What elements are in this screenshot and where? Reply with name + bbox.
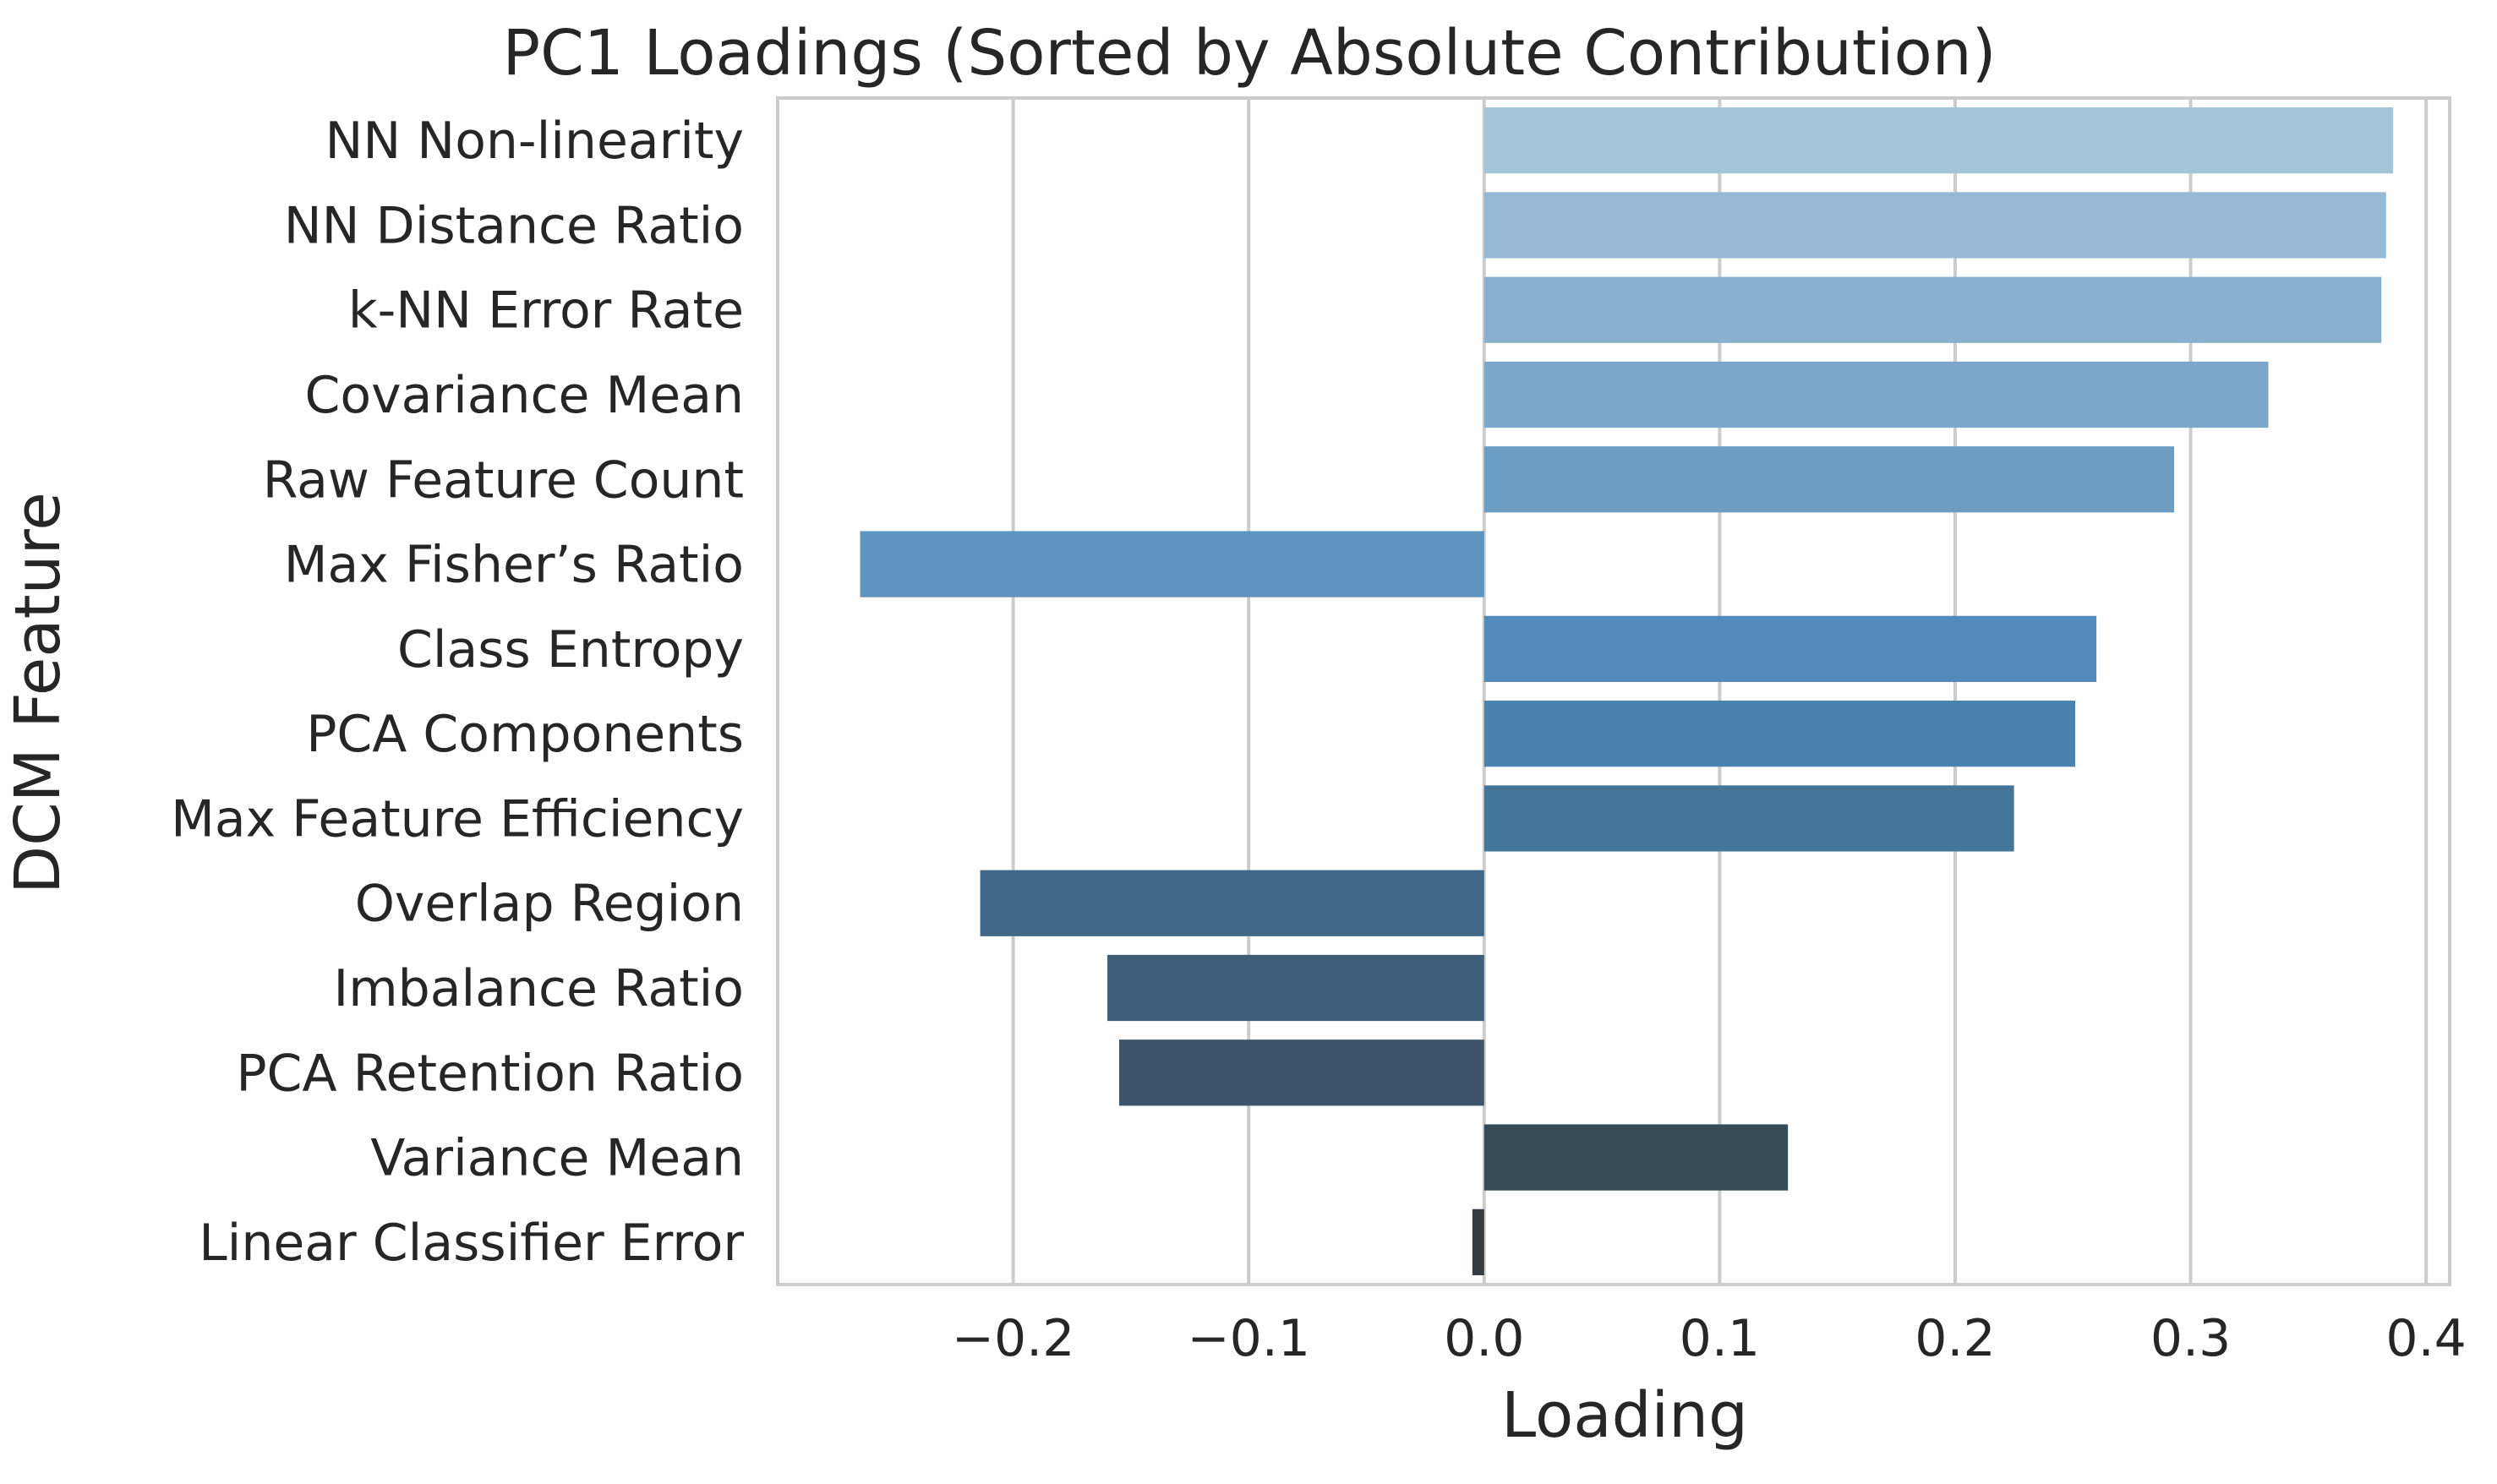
y-tick-label: Overlap Region <box>355 875 744 934</box>
bar <box>1483 701 2076 767</box>
y-tick-label: Class Entropy <box>397 620 744 679</box>
bar <box>860 531 1484 597</box>
x-axis-label: Loading <box>1501 1379 1748 1452</box>
y-axis-label: DCM Feature <box>2 492 74 894</box>
bar <box>1483 785 2014 852</box>
bar <box>1107 954 1484 1022</box>
x-tick-label: 0.0 <box>1444 1309 1524 1368</box>
bar <box>1483 1124 1789 1191</box>
bar <box>1483 192 2386 259</box>
bar <box>1483 276 2382 343</box>
x-tick-label: −0.2 <box>952 1309 1075 1368</box>
bars <box>860 107 2394 1275</box>
y-tick-labels: NN Non-linearity NN Distance Ratio k-NN Er… <box>171 112 744 1273</box>
x-tick-label: 0.2 <box>1915 1309 1995 1368</box>
y-tick-label: Max Feature Efficiency <box>171 789 744 848</box>
plot-frame <box>776 96 2451 1286</box>
y-tick-label: Variance Mean <box>370 1129 744 1188</box>
y-tick-label: NN Distance Ratio <box>284 196 744 255</box>
bar <box>1483 361 2269 428</box>
bar <box>1483 446 2175 513</box>
y-tick-label: Linear Classifier Error <box>199 1214 744 1273</box>
x-tick-labels: −0.2 −0.1 0.0 0.1 0.2 0.3 0.4 <box>952 1309 2467 1368</box>
x-tick-label: 0.3 <box>2150 1309 2231 1368</box>
x-tick-label: 0.4 <box>2385 1309 2466 1368</box>
x-tick-label: 0.1 <box>1680 1309 1760 1368</box>
bar <box>1118 1039 1484 1106</box>
y-tick-label: Covariance Mean <box>305 366 744 425</box>
y-tick-label: NN Non-linearity <box>325 112 744 171</box>
bar <box>1483 107 2394 174</box>
y-tick-label: Max Fisher’s Ratio <box>284 536 744 595</box>
y-tick-label: PCA Components <box>306 705 744 764</box>
y-tick-label: k-NN Error Rate <box>348 281 744 341</box>
y-tick-label: Raw Feature Count <box>263 450 744 510</box>
y-tick-label: PCA Retention Ratio <box>236 1044 744 1103</box>
x-tick-label: −0.1 <box>1187 1309 1310 1368</box>
y-tick-label: Imbalance Ratio <box>334 959 744 1018</box>
bar <box>1472 1208 1484 1275</box>
bar <box>1483 615 2097 682</box>
chart-title: PC1 Loadings (Sorted by Absolute Contrib… <box>502 17 1996 90</box>
bar <box>980 870 1484 936</box>
